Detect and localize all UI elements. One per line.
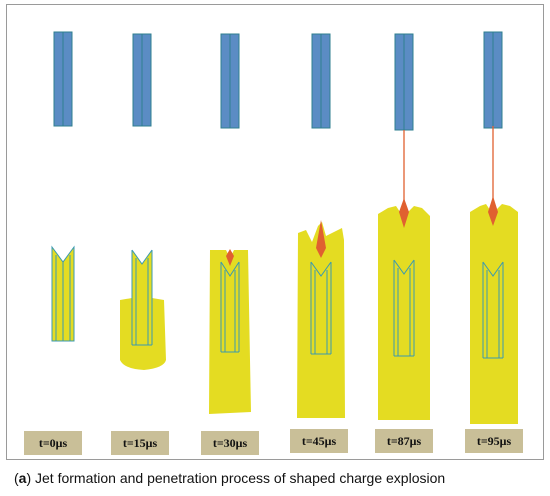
time-label-2: t=30μs: [201, 431, 259, 455]
charge-body-3: [297, 220, 345, 418]
charge-body-1: [120, 249, 166, 370]
figure-caption: (a) Jet formation and penetration proces…: [14, 470, 445, 486]
charge-bodies: [51, 196, 518, 424]
time-label-0: t=0μs: [24, 431, 82, 455]
caption-letter: a: [18, 470, 27, 486]
target-cylinder-2: [220, 33, 240, 129]
target-cylinder-3: [311, 33, 331, 129]
jets: [403, 126, 494, 210]
target-cylinder-4: [394, 33, 414, 131]
target-cylinder-1: [132, 33, 152, 127]
charge-body-0: [51, 245, 75, 342]
target-cylinder-0: [53, 31, 73, 127]
target-cylinder-5: [483, 31, 503, 129]
time-label-1: t=15μs: [111, 431, 169, 455]
charge-body-5: [470, 196, 518, 424]
caption-text: ) Jet formation and penetration process …: [26, 470, 446, 486]
time-label-5: t=95μs: [465, 429, 523, 453]
figure-frame: [6, 4, 544, 460]
caption-prefix: (: [14, 470, 19, 486]
charge-body-2: [209, 249, 251, 414]
time-label-3: t=45μs: [290, 429, 348, 453]
charge-body-4: [378, 198, 430, 420]
target-cylinders: [53, 31, 503, 131]
time-label-4: t=87μs: [375, 429, 433, 453]
